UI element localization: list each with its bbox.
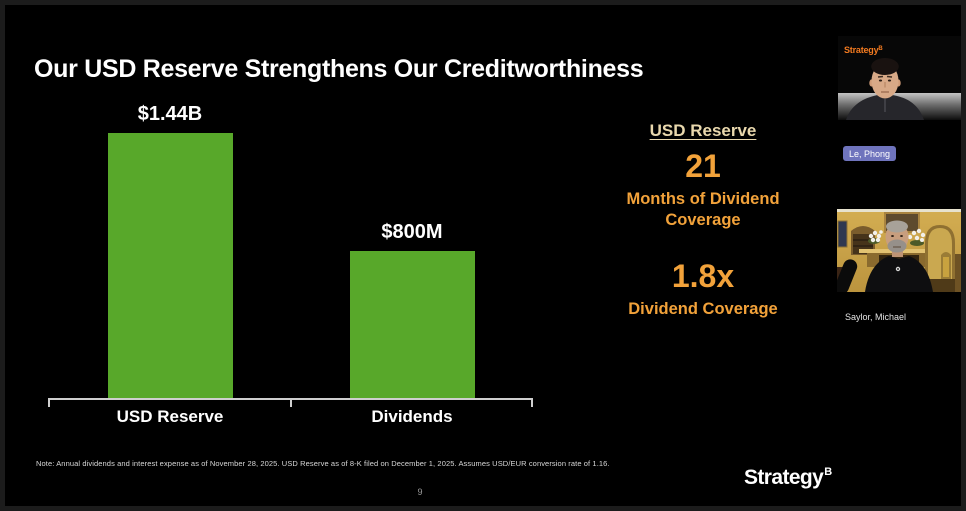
participant-video-le-phong[interactable]: StrategyB <box>838 36 961 120</box>
stat1-label: Months of Dividend Coverage <box>626 190 780 229</box>
strategy-watermark-logo: StrategyB <box>844 45 883 55</box>
strategy-watermark-text: Strategy <box>844 45 879 55</box>
bar-plot: $1.44B $800M <box>48 103 533 399</box>
axis-tick <box>289 398 292 407</box>
bitcoin-b-icon: B <box>878 46 883 52</box>
orchid-left <box>868 230 883 244</box>
participant-video-saylor-michael[interactable] <box>837 209 961 292</box>
stats-heading: USD Reserve <box>649 121 757 140</box>
person-figure <box>837 220 933 292</box>
category-label: USD Reserve <box>116 407 224 426</box>
bar-rect <box>107 133 233 399</box>
stats-block: USD Reserve 21 Months of Dividend Covera… <box>610 121 796 320</box>
x-axis-line <box>48 398 533 407</box>
bitcoin-b-icon: B <box>824 466 832 478</box>
participant-name-badge: Le, Phong <box>843 146 897 161</box>
footnote: Note: Annual dividends and interest expe… <box>36 459 610 468</box>
stat2-label: Dividend Coverage <box>628 300 778 319</box>
bar-value-label: $800M <box>381 221 443 243</box>
bar-group-2: $800M <box>349 133 475 399</box>
category-label: Dividends <box>371 407 453 426</box>
axis-tick <box>48 398 50 407</box>
stat2-value: 1.8x <box>671 258 735 295</box>
page-number: 9 <box>417 487 423 497</box>
person-figure <box>846 58 924 120</box>
bar-value-label: $1.44B <box>137 103 203 125</box>
slide-title: Our USD Reserve Strengthens Our Creditwo… <box>34 55 644 83</box>
webcam-scene <box>837 209 961 292</box>
strategy-logo-text: Strategy <box>744 466 824 489</box>
category-row: USD Reserve Dividends <box>48 407 533 429</box>
orchid-right <box>907 228 926 246</box>
bar-rect <box>349 251 475 399</box>
bar-group-1: $1.44B <box>107 103 233 399</box>
axis-tick <box>531 398 533 407</box>
stat1-value: 21 <box>685 148 721 184</box>
strategy-logo: StrategyB <box>744 466 832 490</box>
webcam-scene <box>838 36 961 120</box>
participant-name-label: Saylor, Michael <box>845 312 907 322</box>
